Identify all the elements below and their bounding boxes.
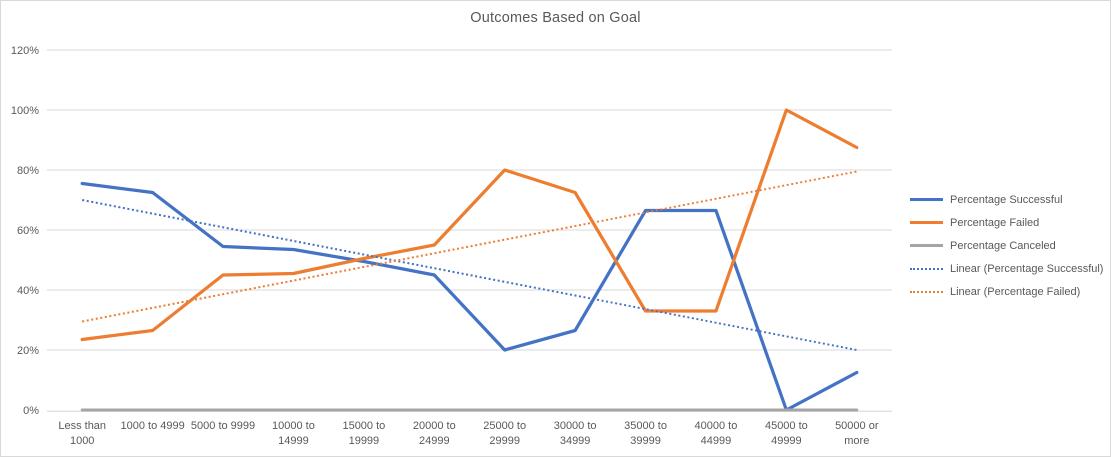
legend-swatch-linear-percentage-successful xyxy=(910,267,943,270)
legend-swatch-percentage-successful xyxy=(910,197,943,202)
x-axis-category-label: 25000 to 29999 xyxy=(483,420,526,447)
y-axis-tick-label: 80% xyxy=(17,165,39,177)
x-axis-category-label: Less than 1000 xyxy=(58,420,106,447)
y-axis-tick-label: 100% xyxy=(11,105,39,117)
legend-label: Linear (Percentage Failed) xyxy=(950,285,1081,298)
legend-swatch-percentage-canceled xyxy=(910,243,943,248)
x-axis-category-label: 40000 to 44999 xyxy=(695,420,738,447)
legend-item-linear-percentage-failed: Linear (Percentage Failed) xyxy=(910,280,1103,303)
x-axis-category-label: 50000 or more xyxy=(835,420,879,447)
x-axis-category-label: 10000 to 14999 xyxy=(272,420,315,447)
y-axis-tick-label: 120% xyxy=(11,45,39,57)
x-axis-category-label: 35000 to 39999 xyxy=(624,420,667,447)
y-axis-tick-label: 20% xyxy=(17,345,39,357)
x-axis-category-label: 30000 to 34999 xyxy=(554,420,597,447)
x-axis-category-label: 1000 to 4999 xyxy=(121,420,185,432)
x-axis-category-label: 45000 to 49999 xyxy=(765,420,808,447)
trendline-linear-percentage-failed xyxy=(82,170,857,323)
x-axis-category-label: 15000 to 19999 xyxy=(342,420,385,447)
chart-title: Outcomes Based on Goal xyxy=(470,10,641,26)
legend-swatch-percentage-failed xyxy=(910,220,943,225)
legend-label: Percentage Canceled xyxy=(950,239,1056,252)
legend-item-percentage-successful: Percentage Successful xyxy=(910,188,1103,211)
legend-item-linear-percentage-successful: Linear (Percentage Successful) xyxy=(910,257,1103,280)
legend-label: Percentage Successful xyxy=(950,193,1063,206)
y-axis-tick-label: 40% xyxy=(17,285,39,297)
series-line-percentage-failed xyxy=(80,108,859,342)
legend-label: Linear (Percentage Successful) xyxy=(950,262,1104,275)
legend-item-percentage-failed: Percentage Failed xyxy=(910,211,1103,234)
y-axis-tick-label: 60% xyxy=(17,225,39,237)
trendline-linear-percentage-successful xyxy=(82,199,857,351)
x-axis-category-label: 5000 to 9999 xyxy=(191,420,255,432)
x-axis-category-label: 20000 to 24999 xyxy=(413,420,456,447)
y-axis-tick-label: 0% xyxy=(23,405,39,417)
series-line-percentage-successful xyxy=(80,181,859,412)
legend: Percentage Successful Percentage Failed Pe… xyxy=(910,188,1103,303)
legend-swatch-linear-percentage-failed xyxy=(910,290,943,293)
legend-label: Percentage Failed xyxy=(950,216,1040,229)
legend-item-percentage-canceled: Percentage Canceled xyxy=(910,234,1103,257)
